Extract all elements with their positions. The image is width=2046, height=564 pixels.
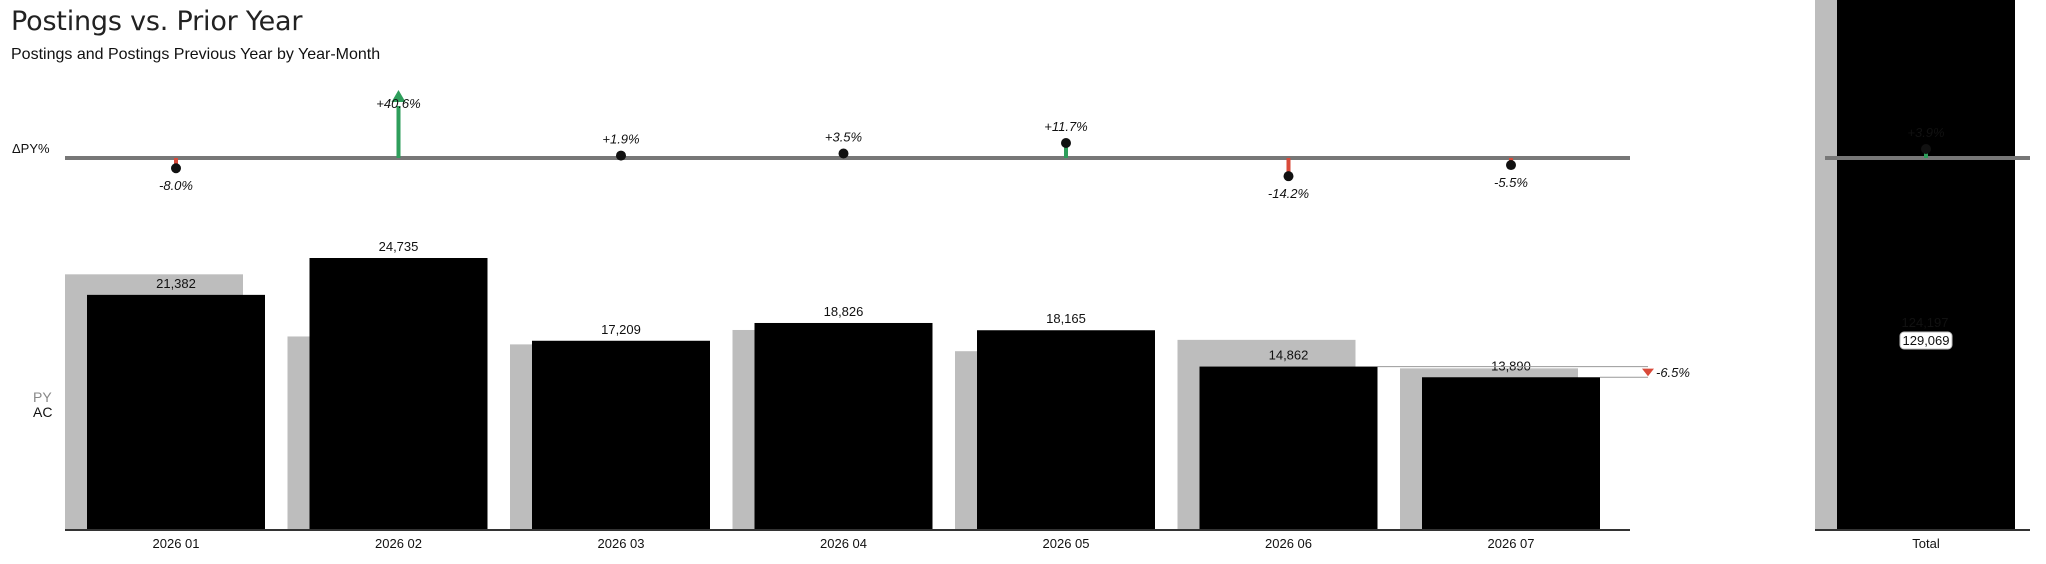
ac-bar	[1199, 366, 1378, 530]
ac-bar	[309, 258, 488, 530]
ac-bar	[532, 340, 710, 530]
ac-bar	[754, 322, 933, 530]
total-delta-pin-head	[1921, 144, 1931, 155]
chart-title: Postings vs. Prior Year	[11, 6, 303, 37]
x-tick-label: 2026 04	[820, 536, 867, 551]
total-py-label: 124,197	[1902, 315, 1949, 330]
delta-overflow-arrow	[391, 90, 406, 102]
reference-delta-arrow	[1642, 368, 1654, 377]
total-delta-label: +3.9%	[1907, 125, 1944, 140]
total-ac-label-box	[1899, 331, 1953, 350]
x-tick-label: 2026 01	[153, 536, 200, 551]
delta-label: +1.9%	[602, 132, 639, 147]
x-tick-label: 2026 03	[598, 536, 645, 551]
ac-bar	[977, 330, 1155, 530]
x-tick-label: 2026 05	[1043, 536, 1090, 551]
value-label: 13,890	[1491, 358, 1531, 373]
total-ac-bar	[1837, 0, 2015, 530]
ac-bar	[87, 294, 265, 530]
delta-label: +3.5%	[825, 130, 862, 145]
value-label: 24,735	[379, 239, 419, 254]
ac-bar	[1422, 377, 1600, 530]
delta-pin-head	[616, 150, 626, 161]
delta-pin-head	[1061, 138, 1071, 149]
reference-delta-label: -6.5%	[1656, 365, 1690, 380]
value-label: 14,862	[1269, 348, 1309, 363]
row-label-py: PY	[33, 389, 52, 405]
value-label: 18,165	[1046, 311, 1086, 326]
delta-label: -14.2%	[1268, 186, 1309, 201]
row-label-delta: ΔPY%	[12, 141, 50, 156]
delta-label: +40.6%	[376, 96, 420, 111]
chart-subtitle: Postings and Postings Previous Year by Y…	[11, 46, 381, 63]
delta-label: -5.5%	[1494, 175, 1528, 190]
total-ac-label: 129,069	[1903, 333, 1950, 348]
value-label: 21,382	[156, 276, 196, 291]
x-tick-label: 2026 07	[1488, 536, 1535, 551]
delta-pin-head	[171, 163, 181, 174]
delta-pin-head	[1283, 171, 1294, 182]
value-label: 17,209	[601, 322, 641, 337]
x-tick-label: 2026 02	[375, 536, 422, 551]
delta-label: +11.7%	[1044, 119, 1088, 134]
row-label-ac: AC	[33, 404, 52, 420]
delta-label: -8.0%	[159, 178, 193, 193]
delta-pin-head	[1506, 160, 1516, 171]
total-tick-label: Total	[1912, 536, 1940, 551]
delta-pin-head	[838, 148, 849, 159]
x-tick-label: 2026 06	[1265, 536, 1312, 551]
value-label: 18,826	[824, 304, 864, 319]
